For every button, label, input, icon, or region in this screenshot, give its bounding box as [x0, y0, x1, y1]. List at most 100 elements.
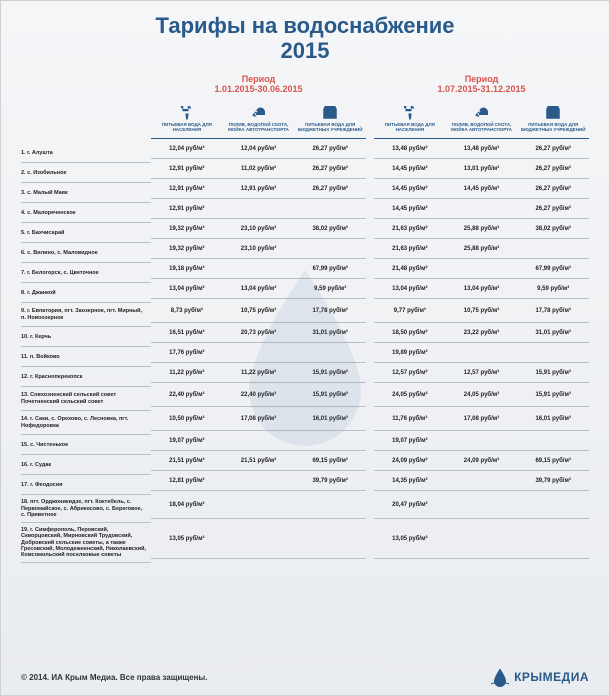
tariff-cell: 23,10 руб/м³ — [223, 239, 295, 259]
tariff-cell — [446, 431, 518, 451]
tariff-cell: 15,91 руб/м³ — [294, 383, 366, 407]
tariff-cell: 17,78 руб/м³ — [294, 299, 366, 323]
tariff-cell: 24,05 руб/м³ — [374, 383, 446, 407]
tariff-cell: 24,09 руб/м³ — [374, 451, 446, 471]
tariff-cell: 16,51 руб/м³ — [151, 323, 223, 343]
column-header: ПИТЬЕВАЯ ВОДА ДЛЯ НАСЕЛЕНИЯ — [151, 121, 223, 139]
logo-icon — [490, 667, 510, 687]
page-title: Тарифы на водоснабжение 2015 — [21, 13, 589, 64]
tariff-cell: 38,02 руб/м³ — [517, 219, 589, 239]
copyright-text: © 2014. ИА Крым Медиа. Все права защищен… — [21, 673, 207, 682]
title-line2: 2015 — [281, 38, 330, 63]
tariff-cell: 69,15 руб/м³ — [517, 451, 589, 471]
tariff-cell: 9,59 руб/м³ — [294, 279, 366, 299]
period-label: Период — [151, 74, 366, 85]
tariff-cell: 19,07 руб/м³ — [151, 431, 223, 451]
tariff-cell — [223, 259, 295, 279]
tariff-cell: 12,91 руб/м³ — [151, 159, 223, 179]
period-label: Период — [374, 74, 589, 85]
data-column: ПИТЬЕВАЯ ВОДА ДЛЯ БЮДЖЕТНЫХ УЧРЕЖДЕНИЙ26… — [517, 99, 589, 563]
tariff-cell: 17,08 руб/м³ — [446, 407, 518, 431]
row-label: 2. с. Изобильное — [21, 163, 151, 183]
data-column: ПОЛИВ, ВОДОПОЙ СКОТА, МОЙКА АВТОТРАНСПОР… — [446, 99, 518, 563]
tariff-cell: 13,48 руб/м³ — [446, 139, 518, 159]
tariff-cell: 10,75 руб/м³ — [223, 299, 295, 323]
tariff-cell — [446, 519, 518, 559]
tariff-cell: 13,48 руб/м³ — [374, 139, 446, 159]
tariff-cell: 38,02 руб/м³ — [294, 219, 366, 239]
row-label: 5. г. Бахчисарай — [21, 223, 151, 243]
tariff-cell — [517, 239, 589, 259]
data-column: ПИТЬЕВАЯ ВОДА ДЛЯ НАСЕЛЕНИЯ12,04 руб/м³1… — [151, 99, 223, 563]
tariff-cell — [294, 239, 366, 259]
tariff-cell: 67,99 руб/м³ — [294, 259, 366, 279]
tariff-cell: 16,01 руб/м³ — [294, 407, 366, 431]
page-container: Тарифы на водоснабжение 2015 Период 1.01… — [0, 0, 610, 696]
tariff-cell: 22,40 руб/м³ — [223, 383, 295, 407]
tariff-cell: 21,63 руб/м³ — [374, 239, 446, 259]
tariff-cell — [223, 519, 295, 559]
row-label: 16. г. Судак — [21, 455, 151, 475]
tariff-cell — [517, 519, 589, 559]
tariff-cell: 11,02 руб/м³ — [223, 159, 295, 179]
block-gap — [366, 99, 374, 563]
tariff-cell: 19,32 руб/м³ — [151, 219, 223, 239]
tariff-cell: 10,50 руб/м³ — [151, 407, 223, 431]
tariff-cell: 14,35 руб/м³ — [374, 471, 446, 491]
tariff-cell: 10,75 руб/м³ — [446, 299, 518, 323]
tariff-cell: 11,22 руб/м³ — [151, 363, 223, 383]
tariff-cell — [517, 343, 589, 363]
tariff-cell: 31,01 руб/м³ — [294, 323, 366, 343]
period-1-range: 1.01.2015-30.06.2015 — [151, 84, 366, 95]
tariff-cell: 8,73 руб/м³ — [151, 299, 223, 323]
watering-can-icon — [223, 99, 295, 121]
tariff-cell: 21,51 руб/м³ — [151, 451, 223, 471]
building-icon — [294, 99, 366, 121]
row-label: 14. г. Саки, с. Орехово, с. Лесновка, пг… — [21, 411, 151, 435]
tariff-cell: 20,73 руб/м³ — [223, 323, 295, 343]
tariff-cell: 19,18 руб/м³ — [151, 259, 223, 279]
tariff-cell: 9,77 руб/м³ — [374, 299, 446, 323]
tariff-cell: 23,22 руб/м³ — [446, 323, 518, 343]
tariff-cell: 31,01 руб/м³ — [517, 323, 589, 343]
tariff-cell — [294, 519, 366, 559]
tariff-cell: 21,63 руб/м³ — [374, 219, 446, 239]
period-1: Период 1.01.2015-30.06.2015 — [151, 74, 366, 96]
tariff-cell: 19,07 руб/м³ — [374, 431, 446, 451]
period-2-range: 1.07.2015-31.12.2015 — [374, 84, 589, 95]
tariff-cell: 26,27 руб/м³ — [294, 159, 366, 179]
row-label: 10. г. Керчь — [21, 327, 151, 347]
tariff-cell: 19,32 руб/м³ — [151, 239, 223, 259]
brand-logo: КРЫМЕДИА — [490, 667, 589, 687]
tariff-cell: 13,04 руб/м³ — [374, 279, 446, 299]
tariff-cell — [446, 199, 518, 219]
row-label: 13. Совхозненский сельский совет Почетне… — [21, 387, 151, 411]
data-column: ПИТЬЕВАЯ ВОДА ДЛЯ БЮДЖЕТНЫХ УЧРЕЖДЕНИЙ26… — [294, 99, 366, 563]
tariff-cell: 17,78 руб/м³ — [517, 299, 589, 323]
tariff-cell: 9,59 руб/м³ — [517, 279, 589, 299]
tariff-cell: 12,04 руб/м³ — [151, 139, 223, 159]
row-label: 7. г. Белогорск, с. Цветочное — [21, 263, 151, 283]
row-label: 15. с. Чистенькое — [21, 435, 151, 455]
tariff-cell: 17,08 руб/м³ — [223, 407, 295, 431]
tariff-cell: 12,57 руб/м³ — [374, 363, 446, 383]
column-header: ПИТЬЕВАЯ ВОДА ДЛЯ БЮДЖЕТНЫХ УЧРЕЖДЕНИЙ — [517, 121, 589, 139]
row-label: 6. с. Вилино, с. Маловидное — [21, 243, 151, 263]
tap-icon — [151, 99, 223, 121]
tariff-cell: 20,47 руб/м³ — [374, 491, 446, 519]
period-1-block: ПИТЬЕВАЯ ВОДА ДЛЯ НАСЕЛЕНИЯ12,04 руб/м³1… — [151, 99, 366, 563]
row-label: 18. пгт. Орджоникидзе, пгт. Коктебель, с… — [21, 495, 151, 523]
building-icon — [517, 99, 589, 121]
tariff-cell: 12,81 руб/м³ — [151, 471, 223, 491]
column-header: ПОЛИВ, ВОДОПОЙ СКОТА, МОЙКА АВТОТРАНСПОР… — [223, 121, 295, 139]
period-headers: Период 1.01.2015-30.06.2015 Период 1.07.… — [151, 74, 589, 96]
row-label: 4. с. Малореченское — [21, 203, 151, 223]
tariff-cell: 12,04 руб/м³ — [223, 139, 295, 159]
tariff-cell: 17,76 руб/м³ — [151, 343, 223, 363]
tariff-cell: 18,04 руб/м³ — [151, 491, 223, 519]
tariff-cell: 14,45 руб/м³ — [446, 179, 518, 199]
tariff-cell: 15,91 руб/м³ — [294, 363, 366, 383]
tariff-cell — [223, 199, 295, 219]
tariff-cell: 13,05 руб/м³ — [374, 519, 446, 559]
row-labels-column: 1. г. Алушта2. с. Изобильное3. с. Малый … — [21, 99, 151, 563]
